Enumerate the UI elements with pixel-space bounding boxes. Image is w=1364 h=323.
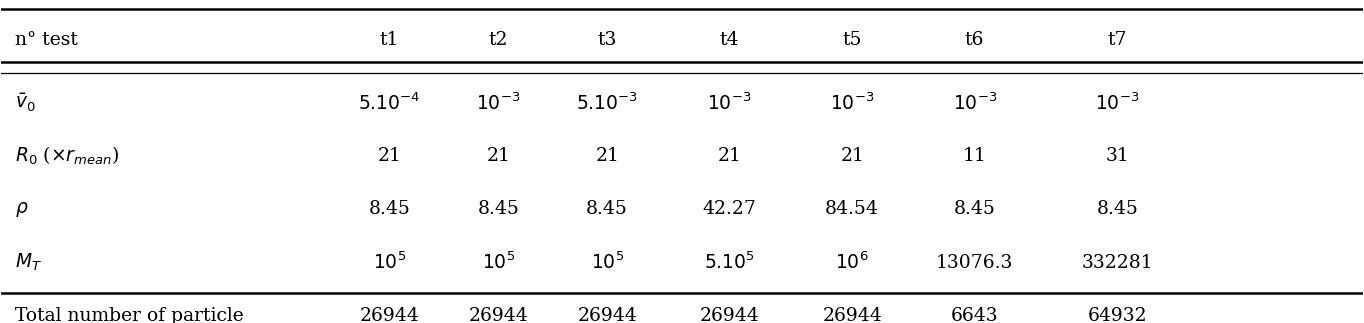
Text: 8.45: 8.45 <box>477 200 520 218</box>
Text: 13076.3: 13076.3 <box>936 254 1013 272</box>
Text: 8.45: 8.45 <box>1097 200 1139 218</box>
Text: 42.27: 42.27 <box>702 200 757 218</box>
Text: 26944: 26944 <box>360 307 419 323</box>
Text: $10^{5}$: $10^{5}$ <box>481 252 514 273</box>
Text: $10^{-3}$: $10^{-3}$ <box>1095 92 1140 114</box>
Text: $\rho$: $\rho$ <box>15 200 29 219</box>
Text: t6: t6 <box>964 31 985 49</box>
Text: 8.45: 8.45 <box>368 200 411 218</box>
Text: 26944: 26944 <box>700 307 760 323</box>
Text: 21: 21 <box>840 147 863 165</box>
Text: 26944: 26944 <box>468 307 528 323</box>
Text: $M_T$: $M_T$ <box>15 252 42 273</box>
Text: t7: t7 <box>1108 31 1127 49</box>
Text: 8.45: 8.45 <box>953 200 996 218</box>
Text: t4: t4 <box>720 31 739 49</box>
Text: $5.10^{-3}$: $5.10^{-3}$ <box>576 92 638 114</box>
Text: t1: t1 <box>379 31 400 49</box>
Text: $\bar{v}_0$: $\bar{v}_0$ <box>15 92 35 114</box>
Text: Total number of particle: Total number of particle <box>15 307 244 323</box>
Text: 21: 21 <box>717 147 742 165</box>
Text: $10^{-3}$: $10^{-3}$ <box>831 92 874 114</box>
Text: $R_0$ ($\times r_{mean}$): $R_0$ ($\times r_{mean}$) <box>15 145 119 167</box>
Text: 21: 21 <box>487 147 510 165</box>
Text: $5.10^{5}$: $5.10^{5}$ <box>704 252 756 273</box>
Text: $10^{-3}$: $10^{-3}$ <box>952 92 997 114</box>
Text: 332281: 332281 <box>1082 254 1154 272</box>
Text: 21: 21 <box>378 147 401 165</box>
Text: $10^{5}$: $10^{5}$ <box>372 252 406 273</box>
Text: 6643: 6643 <box>951 307 998 323</box>
Text: t5: t5 <box>843 31 862 49</box>
Text: n° test: n° test <box>15 31 78 49</box>
Text: t2: t2 <box>488 31 507 49</box>
Text: $10^{-3}$: $10^{-3}$ <box>476 92 521 114</box>
Text: $10^{-3}$: $10^{-3}$ <box>708 92 752 114</box>
Text: 8.45: 8.45 <box>587 200 627 218</box>
Text: $10^{6}$: $10^{6}$ <box>835 252 869 273</box>
Text: 11: 11 <box>963 147 986 165</box>
Text: 64932: 64932 <box>1087 307 1147 323</box>
Text: $5.10^{-4}$: $5.10^{-4}$ <box>359 92 420 114</box>
Text: 26944: 26944 <box>577 307 637 323</box>
Text: 26944: 26944 <box>822 307 883 323</box>
Text: t3: t3 <box>597 31 617 49</box>
Text: 21: 21 <box>595 147 619 165</box>
Text: 84.54: 84.54 <box>825 200 878 218</box>
Text: 31: 31 <box>1106 147 1129 165</box>
Text: $10^{5}$: $10^{5}$ <box>591 252 623 273</box>
